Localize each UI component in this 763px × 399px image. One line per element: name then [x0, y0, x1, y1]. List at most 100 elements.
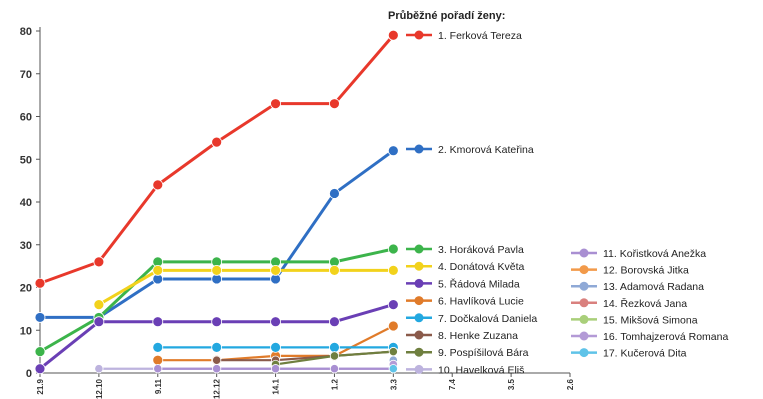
data-point — [387, 320, 399, 332]
legend-item: 16. Tomhajzerová Romana — [571, 331, 728, 343]
data-point — [270, 316, 281, 328]
y-tick-label: 0 — [26, 368, 32, 380]
legend-label: 5. Řádová Milada — [438, 277, 520, 290]
data-point — [388, 347, 398, 357]
data-point — [212, 355, 222, 365]
legend-item: 15. Mikšová Simona — [571, 314, 698, 326]
legend-marker — [414, 30, 424, 40]
data-point — [152, 341, 164, 353]
legend-label: 9. Pospíšilová Bára — [438, 347, 529, 359]
data-point — [270, 98, 281, 110]
series-layer — [34, 29, 399, 375]
data-point — [152, 264, 164, 276]
legend-label: 6. Havlíková Lucie — [438, 296, 524, 308]
legend-label: 17. Kučerová Dita — [603, 348, 687, 360]
data-point — [387, 145, 399, 157]
legend-item: 13. Adamová Radana — [571, 281, 704, 293]
legend-marker — [414, 144, 424, 154]
data-point — [270, 264, 281, 276]
legend-item: 12. Borovská Jitka — [571, 265, 689, 277]
legend-item: 3. Horáková Pavla — [406, 244, 524, 256]
series-4 — [93, 264, 399, 311]
data-point — [211, 264, 223, 276]
legend: 1. Ferková Tereza 2. Kmorová Kateřina 3. H… — [406, 30, 728, 376]
legend-marker — [579, 348, 589, 358]
x-tick-label: 1.2 — [330, 378, 339, 390]
axes: 0 10 20 30 40 50 60 70 80 21.9 12.10 9.11 12.12 14.1 1… — [20, 26, 575, 399]
legend-item: 17. Kučerová Dita — [571, 348, 687, 360]
data-point — [34, 277, 46, 289]
legend-label: 11. Kořistková Anežka — [603, 248, 706, 260]
data-point — [329, 316, 340, 328]
legend-item: 5. Řádová Milada — [406, 277, 520, 290]
data-point — [329, 264, 340, 276]
data-point — [153, 364, 163, 374]
legend-label: 10. Havelková Eliš — [438, 364, 524, 376]
x-tick-label: 2.6 — [566, 378, 575, 390]
legend-item: 6. Havlíková Lucie — [406, 296, 524, 308]
x-tick-label: 3.5 — [507, 378, 516, 390]
legend-item: 14. Řezková Jana — [571, 297, 687, 310]
legend-marker — [414, 313, 424, 323]
legend-marker — [579, 314, 589, 324]
legend-item: 4. Donátová Květa — [406, 261, 525, 273]
y-tick-label: 40 — [20, 197, 32, 209]
legend-item: 1. Ferková Tereza — [406, 30, 522, 42]
data-point — [329, 351, 340, 361]
legend-marker — [579, 248, 589, 258]
series-7 — [152, 341, 399, 353]
series-3 — [34, 243, 399, 358]
y-tick-label: 60 — [20, 112, 32, 124]
x-tick-label: 14.1 — [272, 378, 281, 394]
legend-marker — [414, 261, 424, 271]
data-point — [387, 29, 399, 41]
legend-label: 13. Adamová Radana — [603, 281, 704, 293]
series-2 — [34, 145, 399, 323]
data-point — [34, 312, 46, 323]
series-line — [39, 34, 395, 285]
data-point — [387, 299, 399, 311]
legend-label: 12. Borovská Jitka — [603, 265, 689, 277]
data-point — [329, 188, 340, 199]
series-11 — [153, 364, 398, 374]
legend-item: 8. Henke Zuzana — [406, 330, 518, 342]
legend-label: 1. Ferková Tereza — [438, 30, 522, 42]
data-point — [212, 364, 222, 374]
legend-label: 15. Mikšová Simona — [603, 314, 698, 326]
x-tick-label: 7.4 — [448, 378, 457, 390]
data-point — [329, 341, 340, 353]
y-tick-label: 10 — [20, 325, 32, 337]
data-point — [34, 363, 46, 375]
legend-item: 9. Pospíšilová Bára — [406, 347, 529, 359]
legend-marker — [579, 331, 589, 341]
x-tick-label: 12.10 — [95, 378, 104, 399]
legend-item: 7. Dočkalová Daniela — [406, 313, 537, 325]
legend-marker — [414, 244, 424, 254]
series-1 — [34, 29, 399, 289]
chart-title: Průběžné pořadí ženy: — [388, 10, 505, 22]
x-tick-label: 3.3 — [389, 378, 398, 390]
legend-marker — [414, 347, 424, 357]
legend-marker — [579, 281, 589, 291]
y-tick-label: 80 — [20, 26, 32, 38]
data-point — [388, 364, 398, 374]
data-point — [270, 341, 281, 353]
legend-marker — [414, 330, 424, 340]
legend-marker — [579, 265, 589, 275]
data-point — [387, 243, 399, 255]
legend-label: 8. Henke Zuzana — [438, 330, 518, 342]
data-point — [211, 136, 223, 148]
y-tick-label: 70 — [20, 69, 32, 81]
legend-label: 4. Donátová Květa — [438, 261, 525, 273]
data-point — [329, 98, 340, 110]
y-tick-label: 30 — [20, 240, 32, 252]
legend-marker — [414, 296, 424, 306]
data-point — [152, 316, 164, 328]
legend-item: 10. Havelková Eliš — [406, 364, 524, 376]
legend-marker — [414, 364, 424, 374]
y-tick-label: 20 — [20, 283, 32, 295]
x-tick-label: 21.9 — [36, 378, 45, 394]
series-17 — [388, 364, 398, 374]
legend-label: 2. Kmorová Kateřina — [438, 144, 534, 156]
